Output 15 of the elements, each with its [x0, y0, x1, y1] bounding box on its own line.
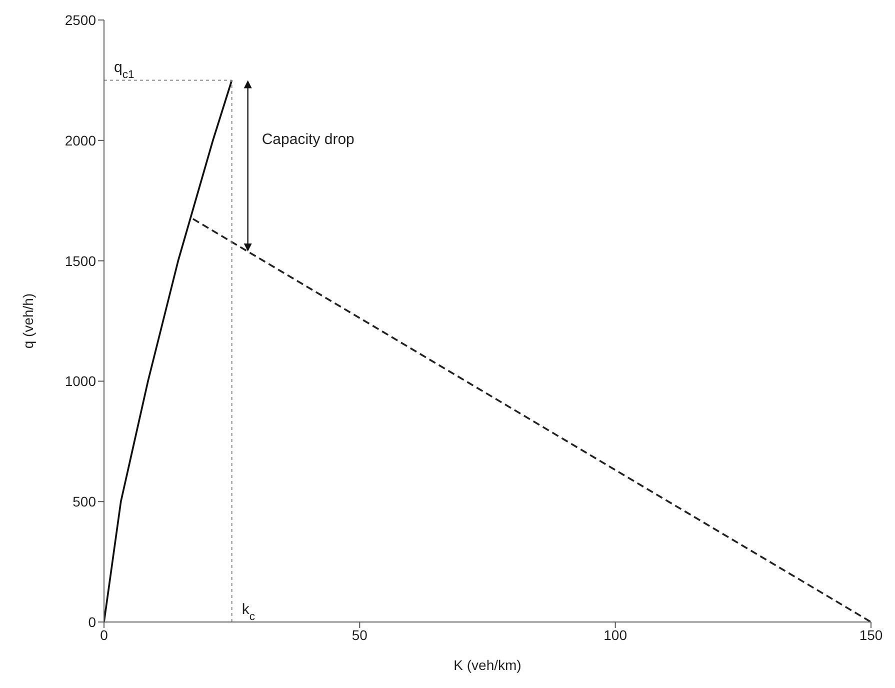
x-tick-label: 50 [352, 626, 368, 643]
annotation: k$_{c}$ [242, 601, 256, 623]
y-axis-title: q (veh/h) [20, 293, 36, 349]
x-tick-label: 0 [100, 626, 108, 643]
x-tick-label: 100 [604, 626, 628, 643]
y-tick-label: 0 [88, 614, 96, 630]
annotation: q$_{c1}$ [114, 59, 134, 82]
y-tick-label: 1500 [64, 252, 96, 269]
y-tick-label: 2500 [64, 12, 96, 28]
y-tick-label: 2000 [64, 132, 96, 148]
x-tick-label: 150 [859, 626, 883, 643]
y-tick-label: 500 [72, 494, 96, 510]
annotation: Capacity drop [262, 131, 354, 148]
x-axis-title: K (veh/km) [454, 657, 522, 673]
y-tick-label: 1000 [64, 373, 96, 390]
